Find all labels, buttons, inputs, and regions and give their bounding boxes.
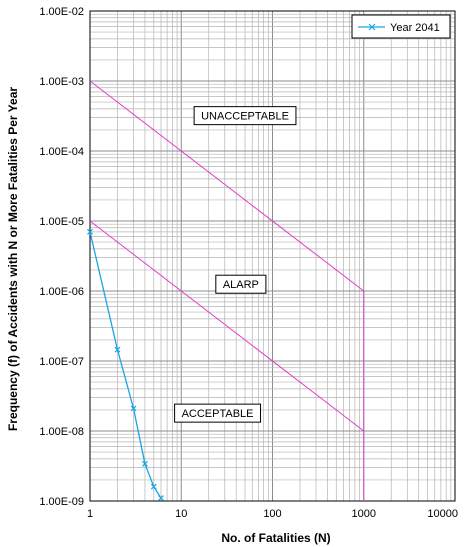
y-tick-label: 1.00E-06 [39, 286, 84, 298]
plot-frame [89, 10, 456, 502]
x-tick-label: 1 [87, 508, 93, 520]
grid-layer [89, 11, 455, 502]
series-line [89, 231, 162, 499]
y-tick-label: 1.00E-08 [39, 426, 84, 438]
y-tick-label: 1.00E-05 [39, 216, 84, 228]
x-tick-label: 10000 [427, 508, 458, 520]
series-layer [87, 228, 164, 502]
data-point-marker [87, 228, 93, 235]
svg-text:ACCEPTABLE: ACCEPTABLE [182, 408, 254, 420]
region-label-alarp: ALARP [215, 274, 267, 294]
data-point-marker [142, 460, 148, 467]
y-tick-label: 1.00E-07 [39, 356, 84, 368]
y-tick-label: 1.00E-04 [39, 146, 84, 158]
data-point-marker [114, 346, 121, 353]
region-label-unacceptable: UNACCEPTABLE [193, 106, 297, 126]
legend: Year 2041 [351, 14, 451, 39]
region-label-acceptable: ACCEPTABLE [174, 403, 262, 423]
y-tick-label: 1.00E-02 [39, 6, 84, 18]
data-point-marker [150, 483, 157, 490]
svg-text:ALARP: ALARP [223, 279, 259, 291]
criteria-layer [89, 80, 365, 501]
y-axis-title: Frequency (f) of Accidents with N or Mor… [6, 87, 20, 431]
x-tick-label: 100 [263, 508, 281, 520]
region-labels: UNACCEPTABLE ALARP ACCEPTABLE [174, 106, 297, 423]
x-axis-title: No. of Fatalities (N) [221, 531, 330, 545]
x-tick-label: 10 [175, 508, 187, 520]
y-tick-label: 1.00E-09 [39, 496, 84, 508]
data-point-marker [130, 405, 137, 412]
x-tick-labels: 1 10 100 1000 10000 [87, 508, 458, 520]
y-tick-label: 1.00E-03 [39, 76, 84, 88]
y-tick-labels: 1.00E-09 1.00E-08 1.00E-07 1.00E-06 1.00E-05… [39, 6, 84, 508]
legend-box [351, 14, 451, 39]
data-point-marker [158, 495, 164, 502]
svg-text:UNACCEPTABLE: UNACCEPTABLE [201, 111, 289, 123]
x-tick-label: 1000 [352, 508, 376, 520]
criteria-line-lower [89, 220, 365, 432]
legend-x-marker [368, 23, 376, 31]
legend-label-year-2041: Year 2041 [390, 22, 440, 34]
